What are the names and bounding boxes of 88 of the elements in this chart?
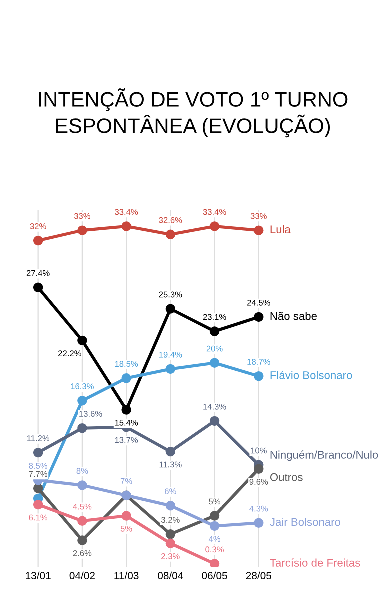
point	[166, 230, 176, 240]
point	[166, 304, 176, 314]
data-label: 16.3%	[71, 384, 94, 390]
data-label: 10%	[251, 448, 267, 454]
data-label: 33.4%	[115, 209, 138, 216]
data-label: 11.3%	[160, 462, 182, 468]
data-label: 15.4%	[115, 420, 138, 426]
data-label: 4.3%	[250, 506, 268, 512]
point	[78, 336, 88, 346]
point	[78, 516, 88, 526]
data-label: 20%	[206, 346, 223, 352]
data-label: 3.2%	[161, 517, 180, 524]
data-label: 2.6%	[73, 550, 92, 556]
text: Tarcísio de Freitas	[270, 558, 360, 567]
point	[166, 538, 176, 548]
series-label: Jair Bolsonaro	[270, 518, 340, 526]
point	[254, 464, 264, 474]
point	[210, 521, 220, 532]
point	[78, 480, 88, 490]
point	[166, 500, 176, 511]
data-label: 4.5%	[73, 504, 92, 510]
data-label: 6.1%	[29, 514, 48, 521]
point	[210, 326, 220, 336]
point	[33, 500, 44, 510]
data-label: 14.3%	[204, 404, 226, 410]
point	[210, 511, 220, 521]
data-label: 33%	[250, 213, 267, 220]
data-label: 18.7%	[248, 359, 270, 365]
x-tick-label: 13/01	[26, 572, 51, 580]
data-label: 32.6%	[159, 217, 182, 224]
data-label: 32%	[30, 224, 46, 230]
point	[166, 446, 176, 457]
x-tick-label: 06/05	[202, 572, 228, 580]
point	[33, 448, 44, 458]
point	[210, 358, 220, 368]
point	[78, 423, 88, 434]
point	[254, 372, 264, 382]
series-label: Ninguém/Branco/Nulo	[270, 450, 378, 462]
data-label: 33%	[74, 213, 90, 220]
point	[122, 222, 132, 232]
point	[122, 374, 132, 384]
series-label: Lula	[270, 225, 291, 234]
point	[122, 405, 132, 415]
series-label: Flávio Bolsonaro	[270, 371, 352, 380]
point	[210, 416, 220, 426]
point	[33, 236, 44, 246]
data-label: 27.4%	[26, 270, 50, 276]
data-label: 8%	[76, 468, 88, 474]
data-label: 23.1%	[203, 314, 226, 320]
series-label: Outros	[270, 473, 303, 482]
data-label: 9.6%	[250, 479, 268, 485]
point	[33, 282, 44, 293]
data-label: 11.2%	[27, 436, 50, 442]
point	[166, 530, 176, 540]
series-label: Não sabe	[270, 312, 317, 320]
point	[210, 222, 220, 232]
data-label: 7%	[120, 478, 132, 484]
point	[78, 396, 88, 406]
point	[33, 484, 44, 494]
x-tick-label: 04/02	[70, 572, 95, 580]
point	[254, 226, 264, 236]
point	[254, 518, 264, 528]
point	[210, 559, 220, 568]
data-label: 13.7%	[115, 437, 138, 444]
x-tick-label: 08/04	[158, 572, 184, 580]
data-label: 4%	[208, 536, 221, 542]
data-label: 25.3%	[159, 292, 182, 298]
data-label: 13.6%	[80, 411, 102, 417]
data-label: 33.4%	[203, 209, 226, 216]
data-label: 5%	[209, 498, 221, 505]
point	[122, 511, 132, 521]
chart-title: INTENÇÃO DE VOTO 1º TURNO ESPONTÂNEA (EVOLUÇÃO)	[39, 88, 348, 138]
data-label: 22.2%	[58, 350, 82, 356]
point	[166, 364, 176, 374]
data-label: 2.3%	[162, 554, 180, 560]
x-tick-label: 11/03	[114, 572, 139, 580]
data-label: 7.7%	[29, 471, 48, 478]
data-label: 5%	[120, 526, 132, 532]
data-label: 8.5%	[29, 463, 48, 469]
data-label: 19.4%	[159, 352, 182, 358]
point	[254, 312, 264, 322]
data-label: 24.5%	[248, 300, 270, 306]
point	[78, 226, 88, 236]
data-label: 0.3%	[206, 546, 224, 553]
point	[78, 536, 88, 546]
data-label: 6%	[165, 488, 176, 494]
data-label: 18.5%	[115, 361, 138, 368]
x-tick-label: 28/05	[246, 572, 272, 580]
